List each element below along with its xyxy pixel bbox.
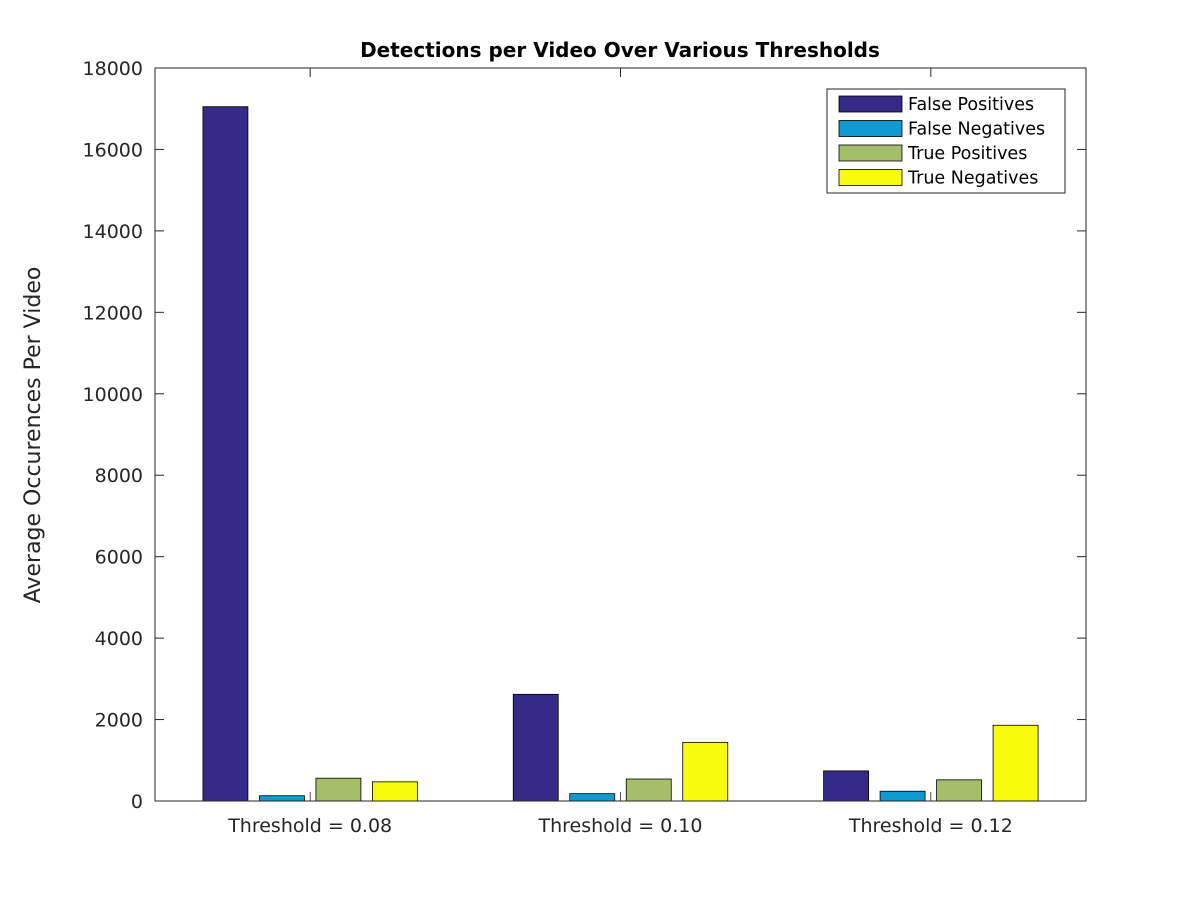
bar-false-positives-3: [823, 770, 869, 802]
y-axis-ticks: 0 2000 4000 6000 8000 10000 12000 14000 16000 180…: [83, 58, 1086, 813]
legend-label-true-positives: True Positives: [907, 144, 1027, 164]
bar-false-positives-2: [512, 693, 559, 802]
y-tick-label: 14000: [83, 221, 143, 243]
bar-true-positives-1: [315, 777, 362, 802]
y-tick-label: 8000: [95, 465, 143, 487]
bar-true-positives-2: [625, 778, 672, 802]
y-tick-label: 10000: [83, 384, 143, 406]
y-tick-label: 0: [131, 791, 143, 813]
x-axis-ticks: Threshold = 0.08 Threshold = 0.10 Threshol…: [227, 68, 1013, 837]
chart-title: Detections per Video Over Various Thresh…: [360, 38, 880, 62]
legend-swatch-false-negatives: [838, 120, 903, 137]
bar-false-positives-1: [202, 106, 249, 802]
bar-true-negatives-1: [372, 781, 418, 802]
bars: [202, 106, 1039, 802]
y-tick-label: 16000: [83, 139, 143, 161]
y-axis-title: Average Occurences Per Video: [21, 267, 46, 604]
legend-label-false-positives: False Positives: [908, 95, 1034, 115]
bar-false-negatives-1: [259, 795, 305, 802]
bar-true-negatives-3: [992, 724, 1039, 802]
x-tick-label: Threshold = 0.10: [538, 815, 703, 837]
y-tick-label: 4000: [95, 628, 143, 650]
legend-swatch-true-negatives: [838, 169, 903, 186]
legend: False Positives False Negatives True Posit…: [826, 88, 1066, 194]
legend-swatch-true-positives: [838, 144, 903, 162]
x-tick-label: Threshold = 0.12: [848, 815, 1013, 837]
y-tick-label: 12000: [83, 302, 143, 324]
legend-label-false-negatives: False Negatives: [908, 120, 1045, 140]
y-tick-label: 2000: [95, 710, 143, 732]
x-tick-label: Threshold = 0.08: [227, 815, 392, 837]
y-tick-label: 6000: [95, 547, 143, 569]
bar-false-negatives-3: [879, 790, 926, 802]
bar-false-negatives-2: [569, 793, 616, 802]
legend-label-true-negatives: True Negatives: [907, 169, 1038, 189]
legend-swatch-false-positives: [838, 95, 903, 113]
bar-true-positives-3: [936, 779, 982, 802]
y-tick-label: 18000: [83, 58, 143, 80]
bar-true-negatives-2: [682, 741, 729, 802]
